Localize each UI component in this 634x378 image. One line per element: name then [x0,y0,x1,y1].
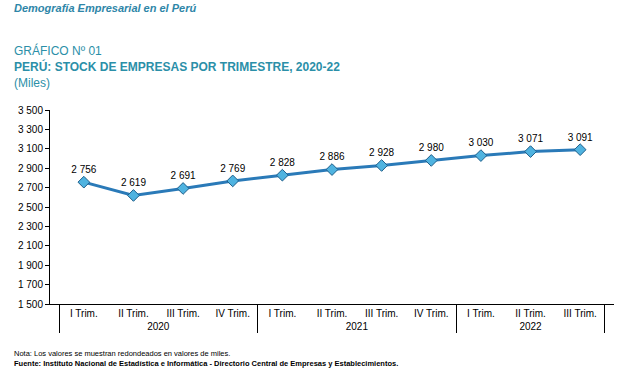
svg-text:3 091: 3 091 [568,132,593,143]
svg-text:2 700: 2 700 [18,182,43,193]
svg-text:2 100: 2 100 [18,240,43,251]
svg-text:2 769: 2 769 [220,163,245,174]
svg-text:II Trim.: II Trim. [317,308,348,319]
svg-text:III Trim.: III Trim. [365,308,398,319]
html-text:Nota: Los valores se muestran: Nota: Los valores se muestran redondeado… [14,349,231,358]
svg-text:2 691: 2 691 [171,170,196,181]
svg-text:2 500: 2 500 [18,202,43,213]
svg-text:1 500: 1 500 [18,299,43,310]
svg-text:1 700: 1 700 [18,279,43,290]
svg-text:I Trim.: I Trim. [268,308,296,319]
svg-text:2020: 2020 [147,321,170,332]
svg-text:2022: 2022 [519,321,542,332]
svg-text:2 300: 2 300 [18,221,43,232]
svg-text:III Trim.: III Trim. [563,308,596,319]
svg-text:II Trim.: II Trim. [118,308,149,319]
svg-text:I Trim.: I Trim. [70,308,98,319]
svg-text:IV Trim.: IV Trim. [414,308,448,319]
svg-text:2 619: 2 619 [121,177,146,188]
svg-text:2021: 2021 [346,321,369,332]
svg-text:1 900: 1 900 [18,260,43,271]
svg-text:2 928: 2 928 [369,147,394,158]
svg-text:IV Trim.: IV Trim. [216,308,250,319]
svg-text:2 900: 2 900 [18,163,43,174]
svg-text:3 100: 3 100 [18,143,43,154]
html-text:Fuente: Instituto Nacional de: Fuente: Instituto Nacional de Estadístic… [14,359,399,368]
svg-text:3 300: 3 300 [18,124,43,135]
svg-text:III Trim.: III Trim. [166,308,199,319]
svg-text:2 828: 2 828 [270,157,295,168]
svg-text:2 756: 2 756 [71,164,96,175]
html-text:(Miles): (Miles) [14,76,50,90]
html-text:PERÚ: STOCK DE EMPRESAS POR TR: PERÚ: STOCK DE EMPRESAS POR TRIMESTRE, 2… [14,60,340,74]
svg-text:II Trim.: II Trim. [515,308,546,319]
svg-text:3 071: 3 071 [518,133,543,144]
svg-text:3 500: 3 500 [18,105,43,116]
svg-text:2 980: 2 980 [419,142,444,153]
html-text:GRÁFICO Nº 01: GRÁFICO Nº 01 [14,44,102,58]
html-text:Demografía Empresarial en el P: Demografía Empresarial en el Perú [14,2,197,14]
svg-text:2 886: 2 886 [319,151,344,162]
svg-text:I Trim.: I Trim. [467,308,495,319]
svg-text:3 030: 3 030 [468,137,493,148]
